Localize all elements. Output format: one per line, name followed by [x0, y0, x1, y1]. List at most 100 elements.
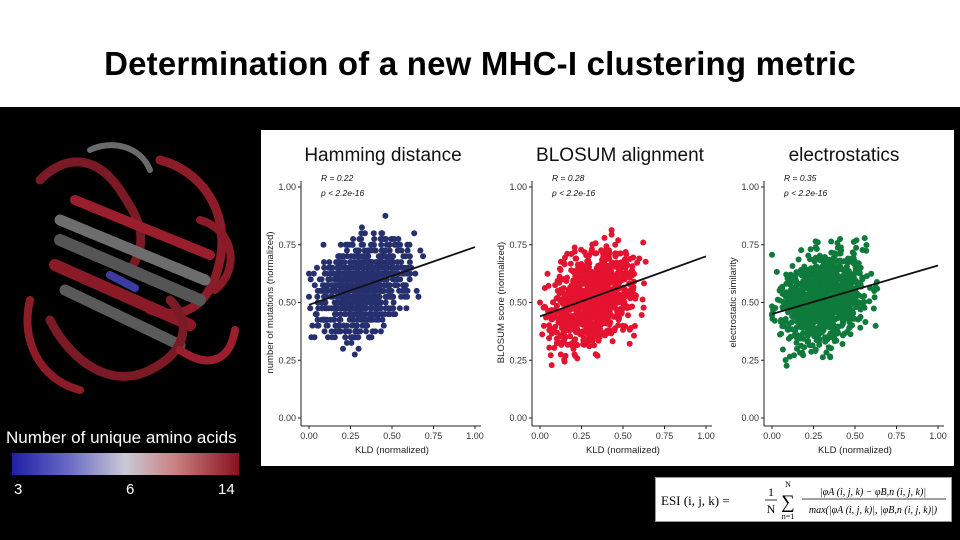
scatter-point [329, 282, 335, 289]
scatter-point [585, 305, 592, 312]
scatter-point [812, 256, 819, 263]
formula-sum: ∑ [781, 492, 795, 513]
scatter-point [571, 292, 578, 299]
scatter-point [597, 308, 603, 315]
scatter-point [872, 322, 879, 329]
scatter-point [843, 263, 850, 270]
scatter-point [380, 322, 387, 329]
scatter-point [782, 357, 789, 363]
y-tick-label: 1.00 [741, 182, 759, 192]
scatter-point [378, 259, 385, 266]
scatter-point [781, 323, 787, 330]
esi-formula: ESI (i, j, k) = 1 N N ∑ n=1 |φA (i, j, k… [655, 477, 952, 522]
scatter-point [599, 257, 606, 264]
scatter-point [807, 256, 813, 263]
scatter-point [314, 287, 321, 294]
scatter-point [839, 332, 846, 339]
scatter-point [812, 348, 819, 354]
scatter-point [582, 322, 589, 329]
formula-frac1-den: N [767, 502, 776, 516]
scatter-point [372, 287, 379, 294]
scatter-point [379, 316, 386, 323]
scatter-point [406, 259, 413, 266]
scatter-point [800, 270, 807, 277]
x-tick-label: 0.25 [805, 431, 823, 441]
scatter-point [547, 352, 554, 359]
scatter-point [379, 311, 386, 318]
scatter-point [568, 267, 575, 274]
scatter-point [797, 349, 803, 356]
scatter-point [826, 332, 833, 339]
scatter-point [377, 328, 384, 335]
scatter-point [861, 235, 868, 242]
scatter-point [789, 313, 796, 320]
scatter-point [406, 253, 413, 260]
scatter-point [564, 274, 570, 281]
scatter-point [348, 253, 355, 260]
scatter-point [351, 334, 358, 341]
y-tick-label: 0.25 [741, 355, 759, 365]
scatter-point [402, 282, 409, 289]
scatter-point [632, 295, 639, 302]
scatter-plots-svg: Hamming distance 0.00 0.25 0.50 0.75 1.00 0.00… [265, 145, 947, 456]
y-axis-label: BLOSUM score (normalized) [496, 242, 507, 363]
scatter-point [420, 253, 426, 260]
y-tick-label: 0.25 [509, 355, 527, 365]
scatter-point [311, 334, 318, 341]
color-scale-tick-max: 14 [218, 481, 235, 498]
scatter-point [558, 325, 565, 331]
scatter-point [823, 349, 830, 356]
scatter-point [332, 305, 338, 312]
x-tick-label: 0.50 [614, 431, 632, 441]
scatter-plots-panel: Hamming distance 0.00 0.25 0.50 0.75 1.00 0.00… [261, 130, 954, 466]
scatter-point [593, 318, 600, 325]
scatter-point [561, 356, 568, 363]
scatter-point [386, 247, 393, 254]
scatter-point [348, 339, 355, 346]
scatter-point [787, 333, 794, 340]
scatter-point [411, 230, 418, 237]
scatter-point [343, 247, 350, 254]
scatter-point [388, 236, 395, 242]
scatter-point [827, 259, 834, 266]
scatter-point [831, 338, 838, 345]
scatter-point [390, 253, 397, 260]
formula-denominator: max(|φA (i, j, k)|, |φB,n (i, j, k)|) [809, 505, 938, 516]
scatter-point [859, 299, 866, 306]
scatter-point [819, 354, 826, 361]
chart-title: Hamming distance [304, 145, 461, 166]
y-tick-label: 1.00 [509, 182, 527, 192]
scatter-point [384, 264, 391, 271]
scatter-point [363, 287, 370, 294]
scatter-point [378, 247, 385, 254]
scatter-point [809, 342, 816, 349]
scatter-point [793, 282, 800, 289]
scatter-point [785, 309, 791, 316]
scatter-point [397, 276, 404, 283]
scatter-point [378, 264, 385, 271]
scatter-point [544, 270, 551, 277]
scatter-point [356, 305, 363, 312]
scatter-point [399, 287, 406, 294]
scatter-point [335, 253, 342, 260]
scatter-point [811, 312, 818, 318]
scatter-point [577, 272, 584, 279]
scatter-point [606, 296, 613, 303]
scatter-point [601, 234, 608, 241]
scatter-point [841, 258, 848, 265]
scatter-point [551, 344, 558, 351]
scatter-point [614, 307, 621, 314]
color-scale-label: Number of unique amino acids [6, 428, 237, 447]
scatter-point [629, 272, 636, 279]
scatter-point [588, 249, 595, 256]
scatter-point [366, 270, 373, 277]
protein-structure-image [0, 120, 258, 420]
scatter-point [340, 345, 346, 352]
scatter-point [793, 324, 800, 331]
scatter-point [314, 264, 320, 271]
scatter-point [578, 261, 585, 267]
scatter-point [406, 276, 413, 283]
scatter-point [801, 319, 808, 326]
y-axis-label: electrostatic similarity [728, 257, 739, 348]
scatter-point [792, 272, 799, 279]
